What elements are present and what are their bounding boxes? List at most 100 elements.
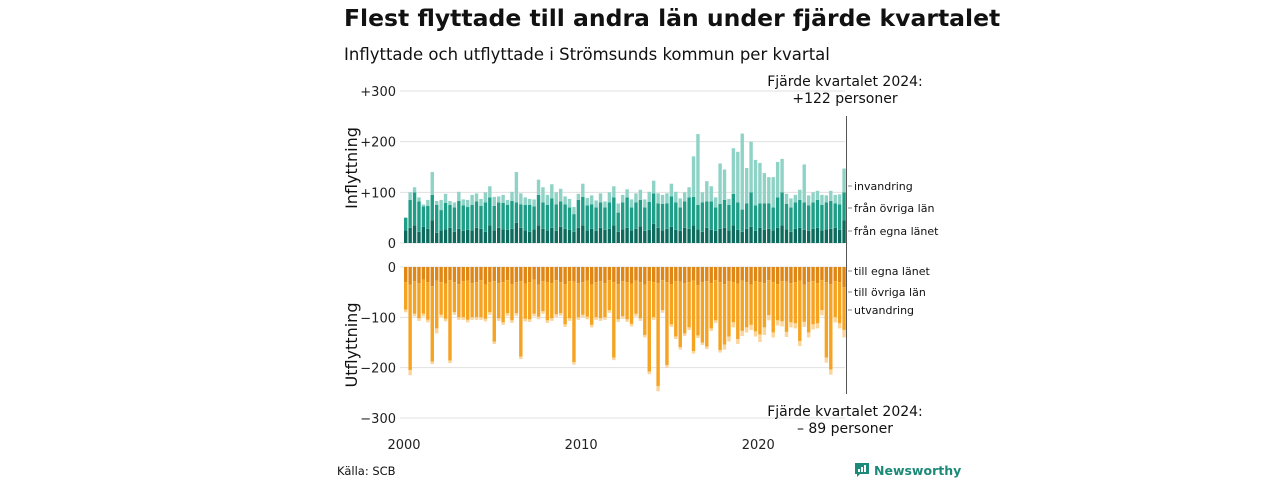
inflow-bar-segment <box>567 207 572 230</box>
inflow-bar-segment <box>550 227 554 243</box>
outflow-bar-segment <box>505 313 510 316</box>
inflow-bar-segment <box>430 194 434 221</box>
x-tick-label: 2020 <box>742 438 775 453</box>
outflow-bar-segment <box>775 320 780 326</box>
outflow-bar-segment <box>550 283 554 319</box>
inflow-y-axis-label: Inflyttning <box>342 127 361 209</box>
inflow-bar-segment <box>435 200 439 205</box>
outflow-bar-segment <box>651 282 656 318</box>
inflow-bar-segment <box>470 205 474 231</box>
inflow-bar-segment <box>448 205 452 228</box>
outflow-bar-segment <box>687 327 691 330</box>
outflow-bar-segment <box>426 282 430 320</box>
inflow-bar-segment <box>829 190 833 201</box>
inflow-bar-segment <box>510 191 514 201</box>
inflow-bar-segment <box>656 193 660 204</box>
outflow-bar-segment <box>474 317 479 320</box>
outflow-bar-segment <box>426 267 430 283</box>
outflow-bar-segment <box>527 267 532 283</box>
outflow-bar-segment <box>452 282 457 313</box>
inflow-bar-segment <box>461 199 465 206</box>
inflow-bar-segment <box>408 192 412 200</box>
inflow-bar-segment <box>430 220 434 243</box>
outflow-bar-segment <box>404 309 408 313</box>
outflow-bar-segment <box>736 338 740 345</box>
outflow-bar-segment <box>510 267 514 285</box>
inflow-bar-segment <box>492 196 496 207</box>
inflow-bar-segment <box>678 230 682 243</box>
outflow-bar-segment <box>660 310 665 313</box>
inflow-bar-segment <box>727 198 731 205</box>
outflow-bar-segment <box>581 314 585 318</box>
inflow-bar-segment <box>479 228 483 243</box>
outflow-bar-segment <box>492 281 496 342</box>
inflow-bar-segment <box>620 194 625 203</box>
inflow-bar-segment <box>758 162 762 204</box>
outflow-bar-segment <box>638 267 643 283</box>
outflow-bar-segment <box>793 323 798 329</box>
inflow-bar-segment <box>412 187 417 193</box>
chart-title: Flest flyttade till andra län under fjär… <box>344 4 1001 32</box>
inflow-bar-segment <box>505 229 510 243</box>
outflow-bar-segment <box>479 267 483 281</box>
outflow-bar-segment <box>833 317 837 323</box>
outflow-bar-segment <box>758 282 762 335</box>
inflow-bar-segment <box>629 207 634 231</box>
inflow-bar-segment <box>589 195 594 205</box>
inflow-bar-segment <box>718 163 722 204</box>
inflow-bar-segment <box>789 198 793 208</box>
inflow-bar-segment <box>767 203 771 229</box>
inflow-bar-segment <box>762 173 767 204</box>
outflow-bar-segment <box>448 267 452 281</box>
outflow-bar-segment <box>820 280 824 311</box>
outflow-bar-segment <box>616 319 620 322</box>
inflow-bar-segment <box>727 205 731 231</box>
outflow-bar-segment <box>767 280 771 316</box>
outflow-bar-segment <box>465 319 470 323</box>
inflow-bar-segment <box>833 194 837 204</box>
inflow-bar-segment <box>404 217 408 231</box>
inflow-bar-segment <box>634 193 638 203</box>
inflow-bar-segment <box>647 191 651 202</box>
outflow-bar-segment <box>811 281 815 325</box>
outflow-bar-segment <box>802 321 806 327</box>
inflow-bar-segment <box>554 192 558 205</box>
outflow-bar-segment <box>665 267 669 283</box>
inflow-bar-segment <box>417 231 421 243</box>
outflow-bar-segment <box>740 330 744 336</box>
outflow-bar-segment <box>536 284 541 317</box>
inflow-bar-segment <box>563 204 567 229</box>
outflow-bar-segment <box>678 347 682 350</box>
outflow-bar-segment <box>634 280 638 314</box>
outflow-bar-segment <box>651 317 656 320</box>
inflow-bar-segment <box>488 197 492 226</box>
outflow-y-tick-label: −300 <box>360 412 396 427</box>
inflow-bar-segment <box>811 202 815 229</box>
outflow-bar-segment <box>815 323 820 329</box>
inflow-y-tick-label: +200 <box>360 136 396 151</box>
outflow-bar-segment <box>824 357 829 363</box>
inflow-bar-segment <box>665 203 669 229</box>
outflow-bar-segment <box>775 267 780 285</box>
inflow-bar-segment <box>576 193 581 200</box>
outflow-bar-segment <box>519 356 523 360</box>
inflow-bar-segment <box>620 202 625 230</box>
inflow-bar-segment <box>837 204 842 230</box>
inflow-bar-segment <box>603 229 607 243</box>
outflow-bar-segment <box>625 319 629 322</box>
inflow-bar-segment <box>576 199 581 228</box>
inflow-bar-segment <box>550 198 554 228</box>
outflow-bar-segment <box>443 318 448 322</box>
inflow-bar-segment <box>837 229 842 243</box>
outflow-legend-label: till egna länet <box>854 265 930 278</box>
outflow-bar-segment <box>820 267 824 281</box>
outflow-bar-segment <box>815 283 820 324</box>
outflow-bar-segment <box>753 267 758 282</box>
inflow-bar-segment <box>713 197 718 208</box>
inflow-bar-segment <box>607 228 612 243</box>
inflow-bar-segment <box>474 193 479 202</box>
outflow-bar-segment <box>736 267 740 284</box>
inflow-bar-segment <box>798 189 802 200</box>
outflow-bar-segment <box>465 267 470 281</box>
outflow-bar-segment <box>634 313 638 317</box>
